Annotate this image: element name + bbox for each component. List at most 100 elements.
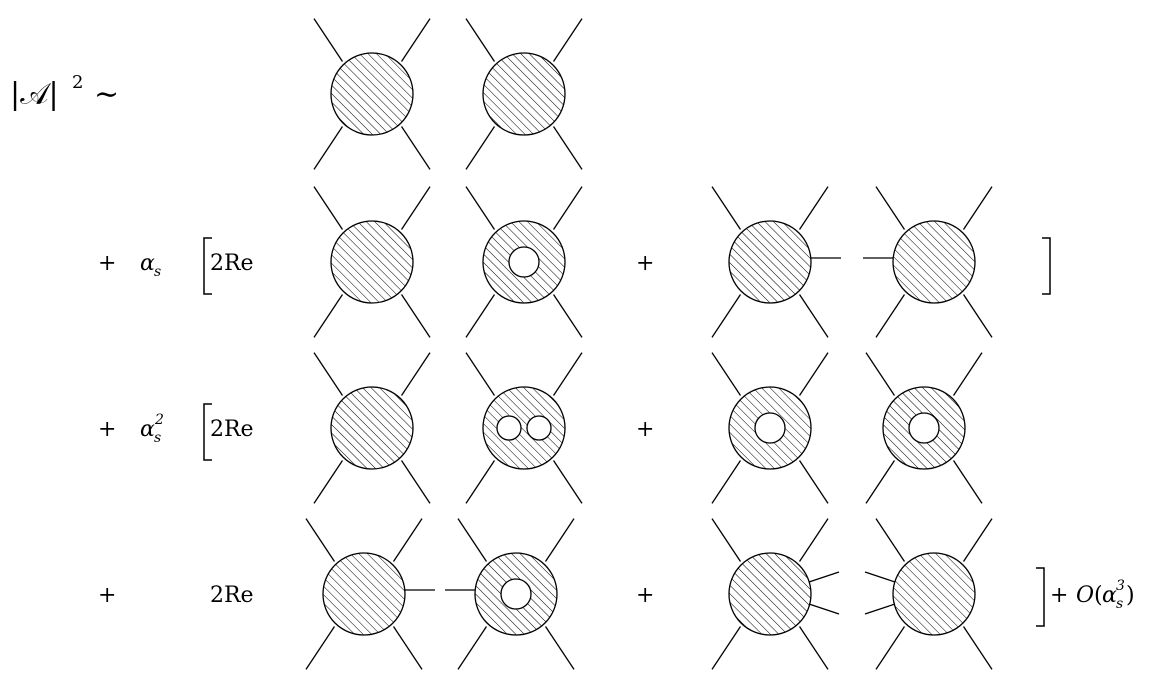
row-2-coef: α — [140, 417, 155, 442]
cut-line-stub — [864, 571, 896, 583]
diagram-leg — [313, 18, 344, 62]
lhs-sim: ∼ — [94, 77, 119, 112]
diagram-leg — [313, 352, 344, 396]
diagram-leg — [952, 460, 983, 504]
diagram-leg — [962, 626, 993, 670]
diagram-0-1 — [465, 18, 583, 170]
row-1-coef: α — [140, 251, 155, 276]
row-1-two-re: 2Re — [210, 251, 254, 276]
diagram-leg — [465, 460, 496, 504]
hatched-blob — [330, 52, 414, 136]
loop-hole — [496, 415, 522, 441]
diagram-leg — [305, 626, 336, 670]
diagram-leg — [313, 186, 344, 230]
hatched-blob — [892, 220, 976, 304]
diagram-leg — [552, 126, 583, 170]
diagram-leg — [962, 518, 993, 562]
diagram-1-0 — [313, 186, 431, 338]
diagram-leg — [711, 518, 742, 562]
row-3-tail-alpha: α — [1102, 583, 1117, 608]
diagram-leg — [305, 518, 336, 562]
row-3-tail-paren-open: ( — [1094, 583, 1103, 608]
diagram-leg — [313, 294, 344, 338]
row-2-two-re: 2Re — [210, 417, 254, 442]
diagram-leg — [798, 352, 829, 396]
row-3-tail-sub: s — [1116, 596, 1123, 612]
hatched-blob — [330, 220, 414, 304]
hatched-blob — [330, 386, 414, 470]
diagram-leg — [552, 460, 583, 504]
row-1-close-bracket — [1042, 237, 1051, 295]
diagram-leg — [798, 186, 829, 230]
row-2-plus: + — [98, 417, 116, 442]
row-2-open-bracket — [203, 403, 212, 461]
row-2-prefix: + α 2 s 2Re + — [98, 403, 654, 461]
loop-hole — [500, 578, 532, 610]
hatched-blob — [728, 552, 812, 636]
hatched-blob — [482, 52, 566, 136]
cut-line-stub — [864, 603, 896, 615]
diagram-leg — [544, 518, 575, 562]
hatched-blob — [728, 220, 812, 304]
lhs-abs-a: |𝒜| — [10, 77, 59, 112]
hatched-blob — [322, 552, 406, 636]
diagram-leg — [798, 460, 829, 504]
row-3-plus: + — [98, 583, 116, 608]
row-2-coef-sub: s — [154, 430, 161, 446]
diagram-leg — [865, 460, 896, 504]
diagram-leg — [400, 126, 431, 170]
diagram-leg — [875, 186, 906, 230]
hatched-blob — [892, 552, 976, 636]
row-1-open-bracket — [203, 237, 212, 295]
loop-hole — [908, 412, 940, 444]
diagram-leg — [552, 18, 583, 62]
diagram-leg — [392, 518, 423, 562]
diagram-leg — [465, 126, 496, 170]
diagram-leg — [465, 294, 496, 338]
diagram-leg — [798, 626, 829, 670]
diagram-leg — [465, 352, 496, 396]
row-1-mid-plus: + — [636, 251, 654, 276]
diagram-leg — [711, 352, 742, 396]
diagram-leg — [457, 518, 488, 562]
diagram-leg — [400, 186, 431, 230]
row-3-prefix: + 2Re + + O ( α 3 s ) — [98, 567, 1135, 627]
diagram-1-1 — [465, 186, 583, 338]
diagram-leg — [865, 352, 896, 396]
lhs: |𝒜| 2 ∼ — [10, 72, 119, 112]
diagram-2-3 — [865, 352, 983, 504]
diagram-leg — [711, 626, 742, 670]
diagram-leg — [392, 626, 423, 670]
diagram-leg — [544, 626, 575, 670]
diagram-1-3 — [863, 186, 993, 338]
diagram-leg — [552, 352, 583, 396]
row-3-tail-plus: + — [1050, 583, 1068, 608]
diagram-leg — [711, 294, 742, 338]
row-3-tail-sup: 3 — [1116, 578, 1125, 594]
row-3-mid-plus: + — [636, 583, 654, 608]
row-2-mid-plus: + — [636, 417, 654, 442]
diagram-0-0 — [313, 18, 431, 170]
cut-line-stub — [808, 603, 840, 615]
diagram-3-2 — [711, 518, 840, 670]
cut-line-stub — [808, 571, 840, 583]
diagram-leg — [711, 186, 742, 230]
diagram-leg — [798, 294, 829, 338]
diagram-3-0 — [305, 518, 435, 670]
diagram-leg — [711, 460, 742, 504]
diagram-leg — [875, 294, 906, 338]
row-3-tail-o: O — [1076, 583, 1094, 608]
row-3-tail-paren-close: ) — [1126, 583, 1135, 608]
lhs-exponent: 2 — [72, 72, 83, 93]
loop-hole — [526, 415, 552, 441]
diagram-leg — [962, 186, 993, 230]
diagram-leg — [552, 186, 583, 230]
row-1-prefix: + α s 2Re + — [98, 237, 1051, 295]
diagram-leg — [400, 18, 431, 62]
diagram-leg — [313, 460, 344, 504]
diagram-leg — [457, 626, 488, 670]
diagram-leg — [465, 186, 496, 230]
diagram-leg — [400, 460, 431, 504]
hatched-blob — [482, 386, 566, 470]
